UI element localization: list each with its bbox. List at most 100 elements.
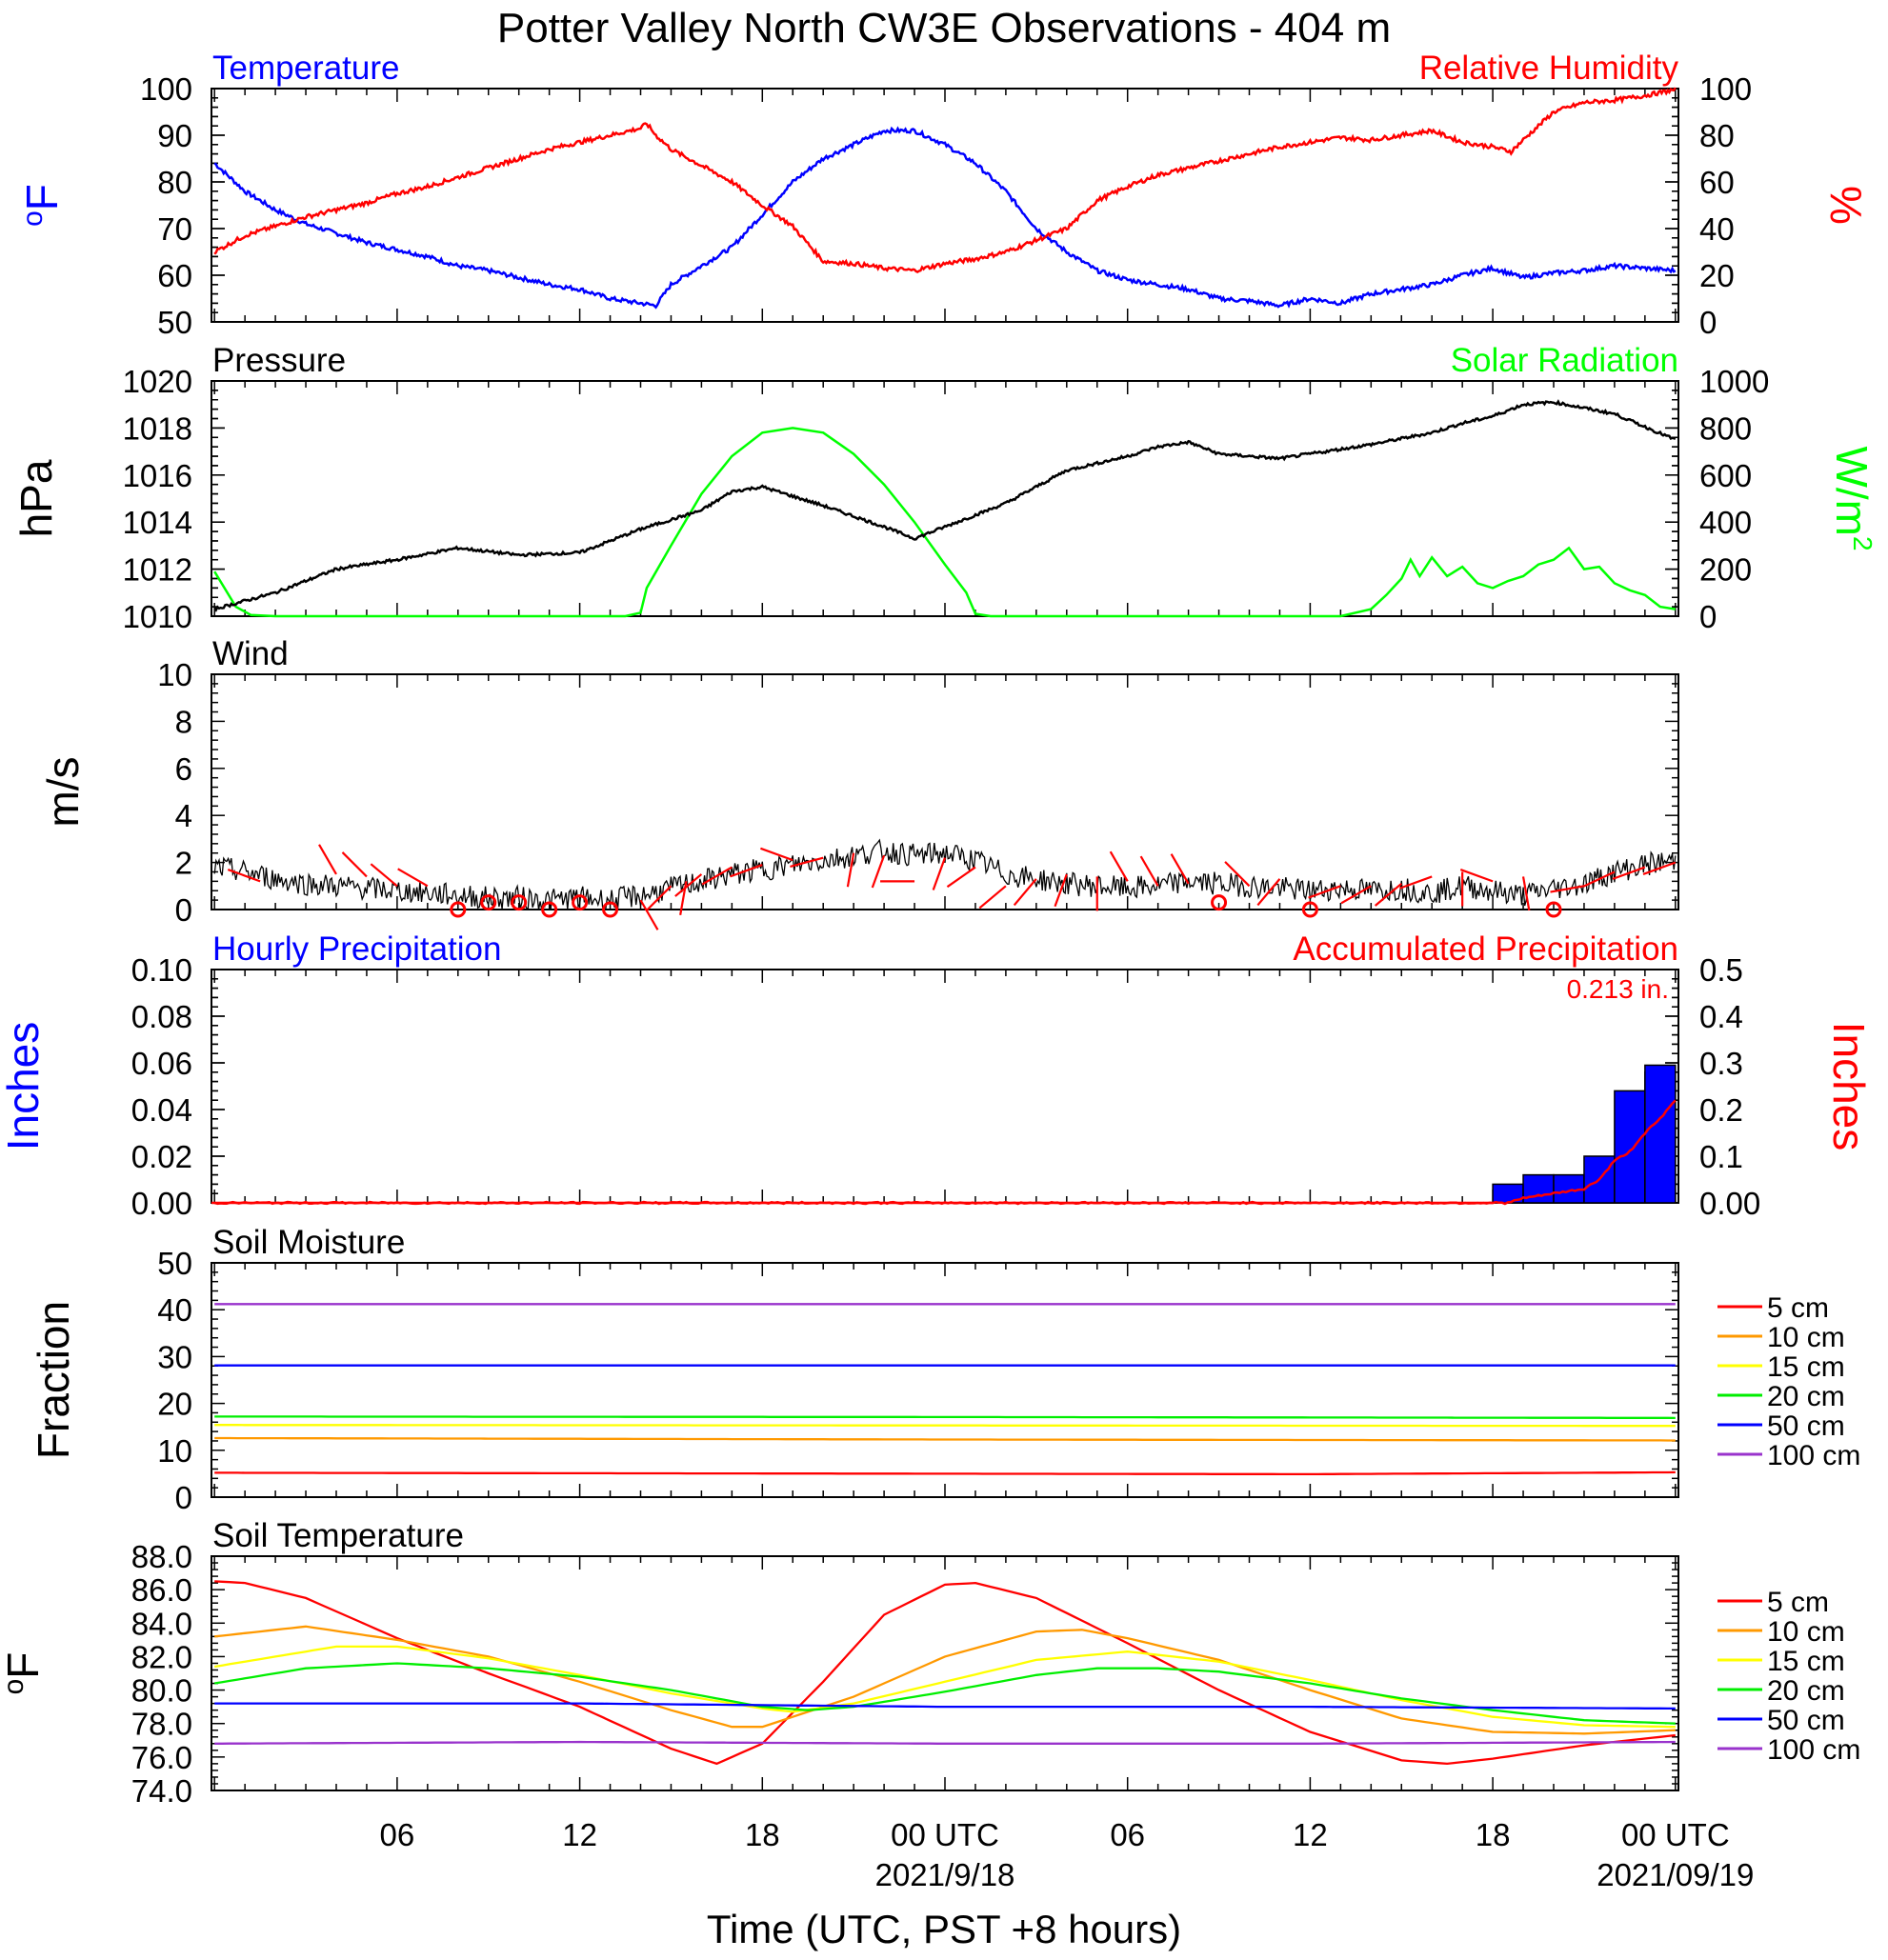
y-tick-label: 80.0 [131,1673,192,1709]
y-tick-label: 1016 [123,458,192,493]
wind-barb [730,864,763,878]
legend-label: 50 cm [1767,1410,1845,1442]
panel-title-right: Relative Humidity [1419,50,1679,87]
panel-precipitation: Hourly Precipitation Accumulated Precipit… [0,930,1874,1221]
wind-barb [1013,878,1037,907]
wind-barb [932,857,947,890]
panel-frame [211,88,1679,323]
panel-title-left: Temperature [212,50,399,87]
wind-barb [674,873,703,897]
y-tick-label: 90 [157,118,192,153]
wind-calm-marker [480,894,497,911]
y-tick-label: 1010 [123,599,192,634]
y-tick-label: 100 [1699,71,1752,107]
wind-barb [370,863,398,888]
panel-frame [211,673,1679,910]
legend-label: 20 cm [1767,1675,1845,1707]
y-tick-label: 0.2 [1699,1092,1743,1128]
y-axis-label-right: W/m2 [1827,446,1878,550]
x-tick-label: 18 [1476,1817,1511,1852]
legend-label: 5 cm [1767,1587,1829,1618]
y-axis-label-right: % [1821,186,1871,225]
panel-wind: Wind 0 2 4 6 8 10 m/s [38,635,1679,930]
y-tick-label: 0.06 [131,1046,192,1081]
y-tick-label: 1014 [123,505,192,540]
panel-frame [211,1262,1679,1498]
y-tick-label: 0 [1699,599,1717,634]
y-tick-label: 6 [175,751,192,787]
y-tick-label: 50 [157,305,192,340]
x-axis: 06 12 18 00 UTC 06 12 18 00 UTC 2021/9/18 2021/09… [380,1817,1755,1892]
series-15-cm [214,1424,1676,1428]
wind-barb [978,885,1007,910]
wind-barb [227,869,261,883]
panel-title-left: Wind [212,635,289,672]
x-date-label: 2021/09/19 [1597,1857,1754,1892]
panel-title-left: Soil Moisture [212,1224,405,1261]
y-tick-label: 1018 [123,410,192,446]
y-axis-label-left: Fraction [29,1301,78,1459]
x-tick-label: 18 [745,1817,780,1852]
wind-barb [639,899,659,930]
panel-temperature_humidity: Temperature Relative Humidity 50 60 70 80 90 10… [17,50,1871,340]
legend-label: 15 cm [1767,1351,1845,1383]
panel-soil_temperature: Soil Temperature 74.076.078.080.082.084.0… [0,1517,1860,1809]
accum-total-annotation: 0.213 in. [1567,974,1669,1004]
wind-barb [1582,870,1616,888]
y-tick-label: 78.0 [131,1707,192,1742]
wind-barb [760,847,793,862]
wind-calm-marker [602,901,619,918]
y-tick-label: 0.5 [1699,952,1743,988]
wind-barb [318,844,337,875]
series-10-cm [214,1436,1676,1442]
wind-barb [1521,876,1531,911]
y-tick-label: 84.0 [131,1606,192,1641]
series-solar-radiation [213,427,1676,618]
wind-calm-marker [1211,894,1228,911]
y-axis-label-left: hPa [11,459,61,537]
legend-label: 10 cm [1767,1322,1845,1353]
y-tick-label: 10 [157,1433,192,1469]
y-tick-label: 0.02 [131,1139,192,1174]
series-5-cm [214,1580,1676,1766]
y-tick-label: 80 [1699,118,1735,153]
wind-calm-marker [572,894,589,911]
y-tick-label: 600 [1699,458,1752,493]
y-tick-label: 40 [157,1292,192,1328]
y-tick-label: 4 [175,798,192,833]
x-tick-label: 12 [562,1817,597,1852]
wind-barb [1374,882,1402,907]
legend-label: 5 cm [1767,1292,1829,1324]
wind-calm-marker [1545,901,1562,918]
y-tick-label: 70 [157,211,192,247]
wind-barb [701,866,733,886]
wind-barb [341,851,368,878]
y-tick-label: 2 [175,846,192,881]
wind-barb [397,868,429,888]
y-tick-label: 0.4 [1699,999,1743,1034]
y-tick-label: 0 [175,892,192,928]
y-tick-label: 0 [175,1480,192,1515]
y-tick-label: 100 [140,71,192,107]
y-tick-label: 80 [157,165,192,200]
wind-calm-marker [450,901,467,918]
y-tick-label: 400 [1699,505,1752,540]
chart-title: Potter Valley North CW3E Observations - … [497,5,1391,51]
series-100-cm [214,1740,1676,1745]
x-axis-label: Time (UTC, PST +8 hours) [707,1907,1181,1951]
panel-title-right: Accumulated Precipitation [1293,930,1678,968]
y-tick-label: 8 [175,704,192,739]
y-tick-label: 20 [1699,258,1735,293]
y-tick-label: 20 [157,1387,192,1422]
y-tick-label: 0.3 [1699,1046,1743,1081]
panel-frame [211,1555,1679,1791]
wind-barb [790,856,824,869]
series-relative-humidity [213,87,1677,274]
wind-barb [1054,873,1068,908]
wind-barb [1550,885,1585,893]
y-axis-label-right: Inches [1824,1022,1874,1151]
panel-title-left: Soil Temperature [212,1517,464,1554]
series-temperature [213,126,1677,310]
wind-barb [1109,850,1129,882]
